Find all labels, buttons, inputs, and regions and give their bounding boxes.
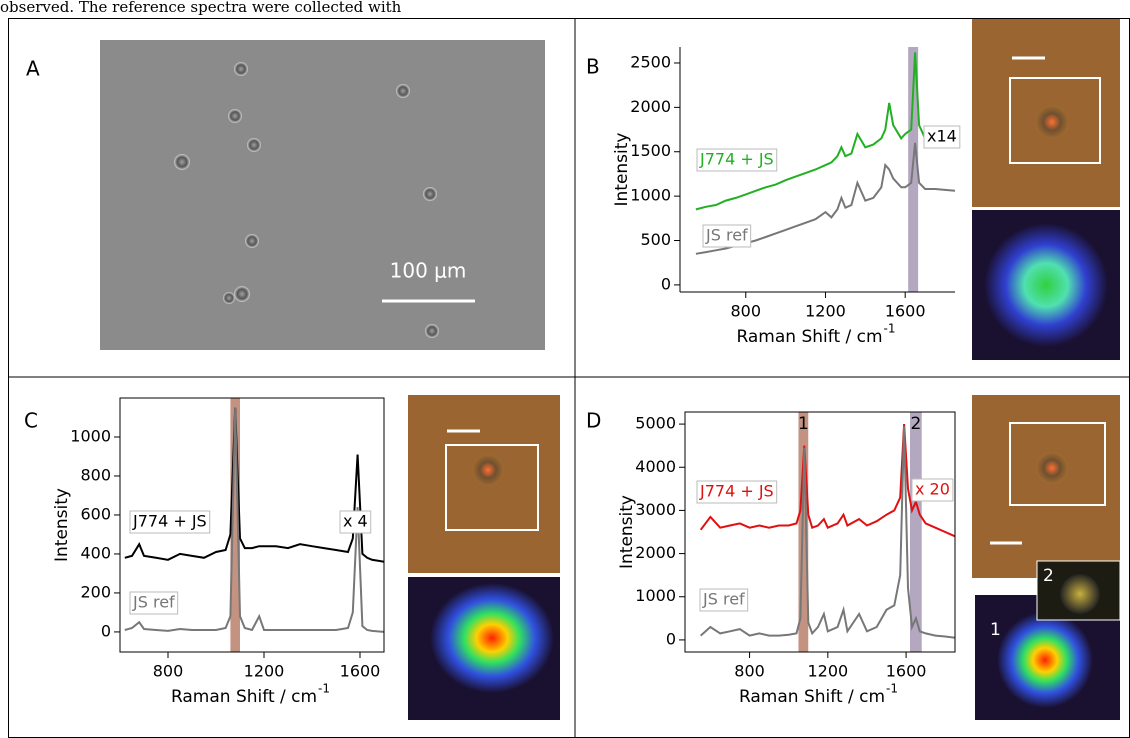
x-tick-label: 1200	[807, 662, 848, 681]
y-tick-label: 1500	[630, 141, 671, 160]
label-box	[129, 591, 179, 615]
y-axis-label: Intensity	[617, 495, 637, 569]
x-axis-label: Raman Shift / cm	[736, 327, 882, 347]
scale-label: 100 μm	[390, 259, 467, 283]
y-tick-label: 600	[80, 504, 111, 523]
x-tick-label: 800	[734, 662, 765, 681]
y-tick-label: 1000	[635, 586, 676, 605]
annotation: x 4	[343, 512, 368, 531]
spectrum	[124, 407, 385, 633]
cell-image	[972, 19, 1120, 360]
micrograph	[100, 40, 545, 350]
y-tick-label: 500	[640, 230, 671, 249]
label-box	[702, 224, 752, 248]
y-tick-label: 2000	[635, 543, 676, 562]
label-box	[696, 148, 778, 172]
y-tick-label: 1000	[630, 186, 671, 205]
plot-frame	[684, 411, 956, 653]
spectrum	[700, 426, 956, 639]
caption: observed. The reference spectra were col…	[0, 0, 402, 16]
y-tick-label: 0	[101, 621, 111, 640]
panel-label: C	[24, 409, 38, 433]
y-axis-label: Intensity	[612, 133, 632, 207]
y-tick-label: 400	[80, 543, 111, 562]
cell-image	[408, 395, 560, 720]
band	[910, 412, 922, 652]
y-tick-label: 800	[80, 465, 111, 484]
label-box	[699, 588, 749, 612]
annotation: x 20	[915, 480, 950, 499]
label-box	[696, 480, 778, 504]
x-axis-label: Raman Shift / cm	[171, 687, 317, 707]
panel-label: D	[586, 409, 601, 433]
y-tick-label: 3000	[635, 500, 676, 519]
x-axis-label-sup: -1	[884, 322, 896, 336]
plot-frame	[119, 397, 385, 653]
x-axis-label-sup: -1	[318, 682, 330, 696]
x-tick-label: 800	[153, 662, 184, 681]
cell-image	[972, 395, 1121, 720]
y-tick-label: 5000	[635, 414, 676, 433]
series-label: J774 + JS	[132, 512, 207, 531]
band	[230, 398, 240, 652]
label-box	[129, 510, 211, 534]
x-tick-label: 800	[730, 302, 761, 321]
series-label: JS ref	[705, 226, 748, 245]
label-box	[923, 125, 961, 149]
series-label: JS ref	[702, 590, 745, 609]
x-axis-label: Raman Shift / cm	[739, 687, 885, 707]
image-label: 2	[1043, 566, 1054, 586]
series-label: J774 + JS	[699, 482, 774, 501]
x-tick-label: 1600	[340, 662, 381, 681]
band-label: 1	[798, 414, 809, 434]
x-tick-label: 1200	[244, 662, 285, 681]
x-tick-label: 1600	[885, 302, 926, 321]
y-tick-label: 0	[661, 274, 671, 293]
series-label: JS ref	[132, 593, 175, 612]
x-axis-label-sup: -1	[886, 682, 898, 696]
series-label: J774 + JS	[699, 150, 774, 169]
y-tick-label: 4000	[635, 457, 676, 476]
x-tick-label: 1600	[886, 662, 927, 681]
y-tick-label: 0	[666, 629, 676, 648]
spectrum	[124, 407, 385, 563]
x-tick-label: 1200	[805, 302, 846, 321]
image-label: 1	[990, 620, 1001, 640]
spectrum	[695, 52, 956, 211]
y-tick-label: 2000	[630, 97, 671, 116]
label-box	[911, 478, 954, 502]
y-tick-label: 200	[80, 582, 111, 601]
y-tick-label: 1000	[70, 426, 111, 445]
annotation: x14	[927, 127, 957, 146]
y-axis-label: Intensity	[52, 488, 72, 562]
spectrum	[699, 424, 956, 538]
y-tick-label: 2500	[630, 52, 671, 71]
band-label: 2	[910, 414, 921, 434]
panel-label: A	[26, 57, 40, 81]
spectrum	[695, 142, 956, 255]
label-box	[339, 510, 372, 534]
panel-label: B	[586, 55, 600, 79]
